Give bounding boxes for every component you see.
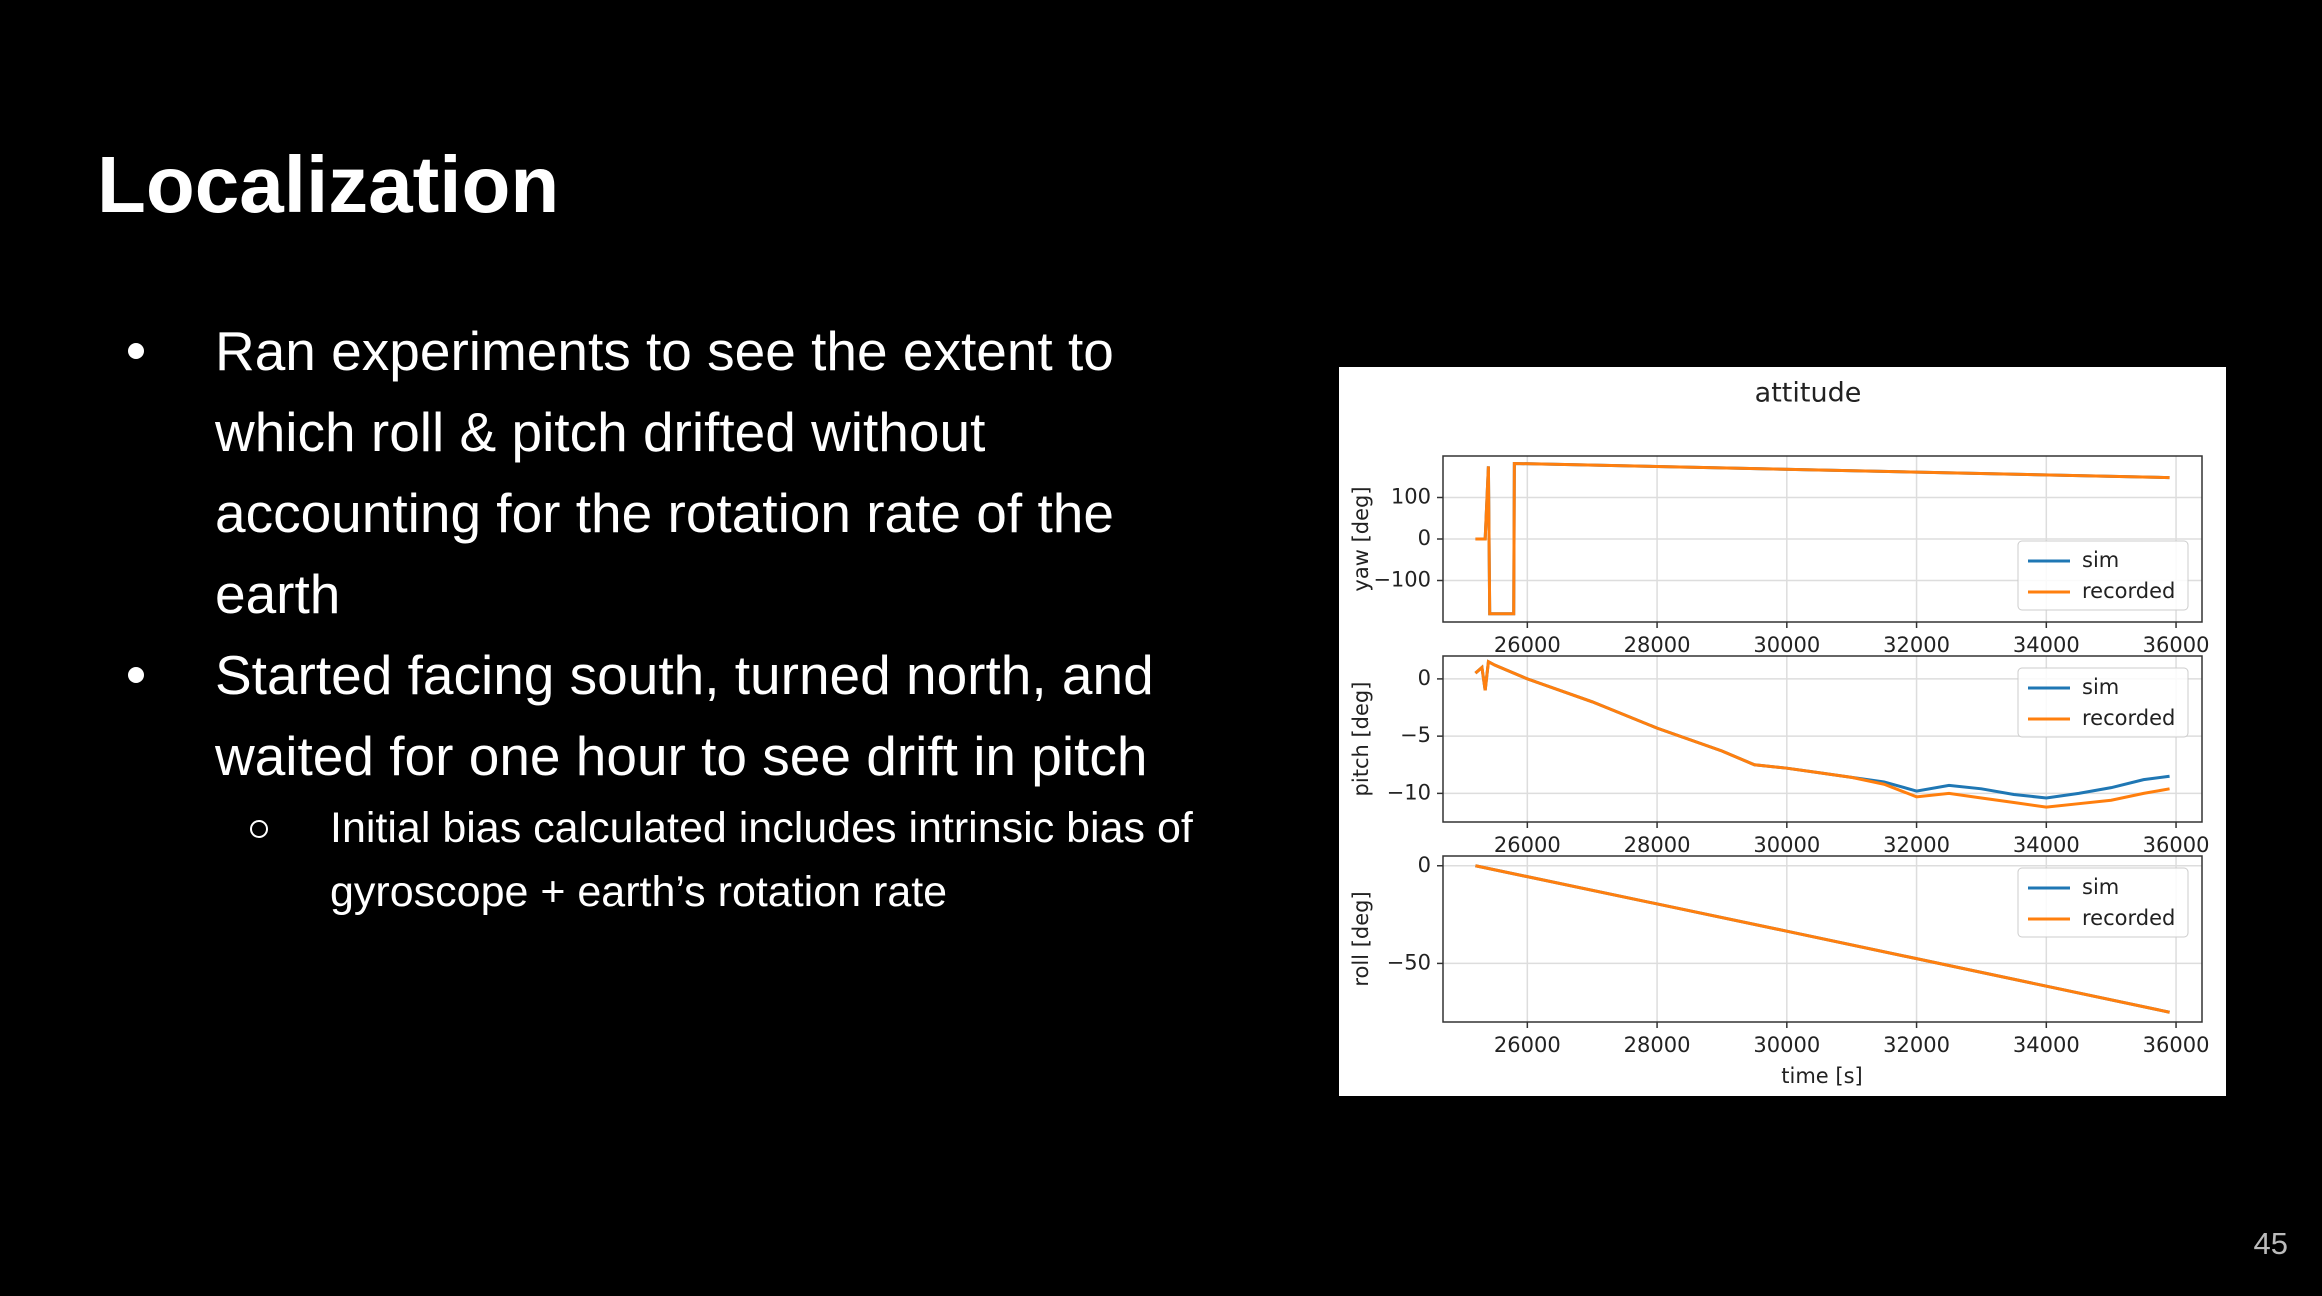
sub-bullet-text: Initial bias calculated includes intrins… [330, 804, 1193, 916]
data-line [1475, 864, 2170, 1014]
x-tick-label: 36000 [2143, 633, 2210, 657]
y-tick-label: 0 [1418, 666, 1431, 690]
x-tick-label: 26000 [1494, 833, 1561, 857]
x-tick-label: 34000 [2013, 833, 2080, 857]
plot-frame [1442, 855, 2203, 1023]
y-tick-label: 0 [1418, 853, 1431, 877]
data-line [1474, 659, 2170, 809]
slide-title: Localization [97, 140, 560, 229]
data-line [1475, 461, 2170, 616]
x-tick-label: 26000 [1494, 1033, 1561, 1057]
x-tick-label: 32000 [1883, 833, 1950, 857]
legend-label: sim [2082, 875, 2119, 899]
x-tick-label: 26000 [1494, 633, 1561, 657]
y-axis-label: roll [deg] [1349, 891, 1373, 986]
bullet-text: Ran experiments to see the extent to whi… [215, 320, 1114, 625]
chart-title: attitude [1755, 378, 1862, 409]
x-tick-label: 30000 [1753, 633, 1820, 657]
x-tick-label: 28000 [1624, 833, 1691, 857]
legend-label: sim [2082, 675, 2119, 699]
x-tick-label: 36000 [2143, 833, 2210, 857]
bullet-text: Started facing south, turned north, and … [215, 644, 1154, 787]
bullet-marker [128, 667, 144, 683]
y-axis-label: pitch [deg] [1349, 682, 1373, 797]
x-tick-label: 32000 [1883, 633, 1950, 657]
x-tick-label: 32000 [1883, 1033, 1950, 1057]
x-tick-label: 30000 [1753, 833, 1820, 857]
y-tick-label: −5 [1400, 723, 1431, 747]
x-tick-label: 28000 [1624, 633, 1691, 657]
legend-label: recorded [2082, 706, 2175, 730]
y-tick-label: −100 [1373, 568, 1431, 592]
x-axis-label: time [s] [1781, 1064, 1862, 1088]
x-tick-label: 34000 [2013, 1033, 2080, 1057]
plot-frame [1442, 655, 2203, 823]
y-tick-label: 0 [1418, 526, 1431, 550]
x-tick-label: 28000 [1624, 1033, 1691, 1057]
bullet-marker [128, 343, 144, 359]
sub-bullet-marker [250, 820, 268, 838]
x-tick-label: 36000 [2143, 1033, 2210, 1057]
legend-label: recorded [2082, 906, 2175, 930]
x-tick-label: 30000 [1753, 1033, 1820, 1057]
y-axis-label: yaw [deg] [1349, 486, 1373, 591]
x-tick-label: 34000 [2013, 633, 2080, 657]
plot-frame [1442, 455, 2203, 623]
y-tick-label: −50 [1387, 950, 1431, 974]
page-number: 45 [2253, 1226, 2288, 1261]
legend-label: recorded [2082, 579, 2175, 603]
legend-label: sim [2082, 548, 2119, 572]
y-tick-label: −10 [1387, 780, 1431, 804]
y-tick-label: 100 [1391, 485, 1431, 509]
